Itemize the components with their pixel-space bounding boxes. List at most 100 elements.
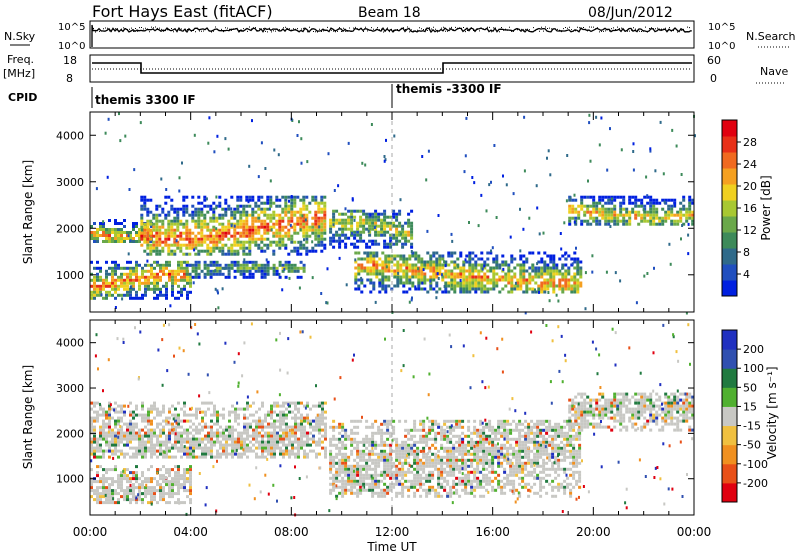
data-cell (303, 455, 306, 459)
data-cell (132, 272, 135, 276)
data-cell (117, 284, 120, 288)
data-cell (120, 489, 123, 493)
data-cell (282, 452, 285, 456)
data-cell (531, 287, 535, 291)
data-cell (643, 204, 647, 208)
data-cell (185, 195, 189, 199)
data-cell (479, 482, 483, 486)
data-cell (354, 251, 358, 255)
data-cell (135, 296, 138, 300)
data-cell (477, 272, 481, 276)
data-cell (102, 287, 105, 291)
data-cell (209, 204, 213, 208)
data-cell (275, 219, 279, 223)
data-cell (165, 263, 168, 267)
data-cell (141, 483, 144, 487)
data-cell (180, 419, 183, 423)
data-cell (114, 434, 117, 438)
data-cell (162, 465, 165, 469)
data-cell (356, 461, 360, 465)
data-cell (150, 446, 153, 450)
data-cell (461, 482, 465, 486)
data-cell (371, 458, 375, 462)
data-cell (335, 239, 339, 243)
data-cell (407, 452, 411, 456)
data-point (311, 276, 314, 280)
data-cell (386, 437, 390, 441)
data-cell (667, 207, 671, 211)
data-cell (120, 272, 123, 276)
data-cell (492, 287, 496, 291)
data-cell (264, 413, 267, 417)
data-cell (356, 233, 360, 237)
data-cell (120, 440, 123, 444)
data-cell (570, 278, 574, 282)
data-cell (123, 237, 126, 240)
data-cell (284, 231, 288, 235)
data-cell (552, 254, 556, 258)
data-cell (399, 278, 403, 282)
data-cell (528, 251, 532, 255)
data-cell (347, 215, 351, 219)
data-cell (387, 278, 391, 282)
data-point (230, 207, 233, 211)
data-cell (239, 272, 243, 276)
data-cell (383, 482, 387, 486)
data-cell (150, 407, 153, 411)
data-cell (167, 225, 171, 229)
data-cell (284, 225, 288, 229)
data-cell (401, 446, 405, 450)
data-cell (497, 479, 501, 483)
data-cell (422, 452, 426, 456)
data-cell (290, 210, 294, 214)
data-cell (510, 257, 514, 261)
data-cell (429, 266, 433, 270)
data-cell (446, 491, 450, 495)
data-point (397, 271, 400, 275)
data-cell (396, 278, 400, 282)
data-cell (230, 263, 234, 267)
data-cell (341, 422, 345, 426)
data-cell (270, 443, 273, 447)
data-cell (574, 210, 578, 214)
data-cell (224, 252, 228, 256)
data-cell (260, 272, 264, 276)
data-cell (658, 219, 662, 223)
data-cell (507, 269, 511, 273)
data-cell (197, 263, 201, 267)
data-cell (399, 269, 403, 273)
data-cell (491, 470, 495, 474)
data-cell (414, 269, 418, 273)
data-cell (312, 449, 315, 453)
data-cell (231, 434, 234, 438)
data-cell (123, 437, 126, 441)
data-cell (568, 222, 572, 226)
data-cell (489, 251, 493, 255)
data-cell (628, 210, 632, 214)
data-cell (215, 216, 219, 220)
data-cell (183, 452, 186, 456)
data-cell (170, 228, 174, 232)
data-cell (480, 263, 484, 267)
data-cell (474, 266, 478, 270)
data-cell (296, 252, 300, 256)
data-cell (395, 449, 399, 453)
data-cell (296, 275, 300, 279)
data-cell (189, 465, 192, 469)
data-cell (449, 461, 453, 465)
data-cell (395, 455, 399, 459)
data-cell (162, 492, 165, 496)
data-cell (189, 290, 192, 294)
data-cell (233, 252, 237, 256)
data-cell (470, 458, 474, 462)
data-cell (365, 245, 369, 249)
data-cell (372, 287, 376, 291)
data-cell (222, 452, 225, 456)
data-cell (260, 240, 264, 244)
data-cell (282, 440, 285, 444)
data-cell (141, 401, 144, 405)
data-cell (365, 482, 369, 486)
data-cell (356, 443, 360, 447)
data-cell (246, 431, 249, 435)
data-cell (428, 425, 432, 429)
